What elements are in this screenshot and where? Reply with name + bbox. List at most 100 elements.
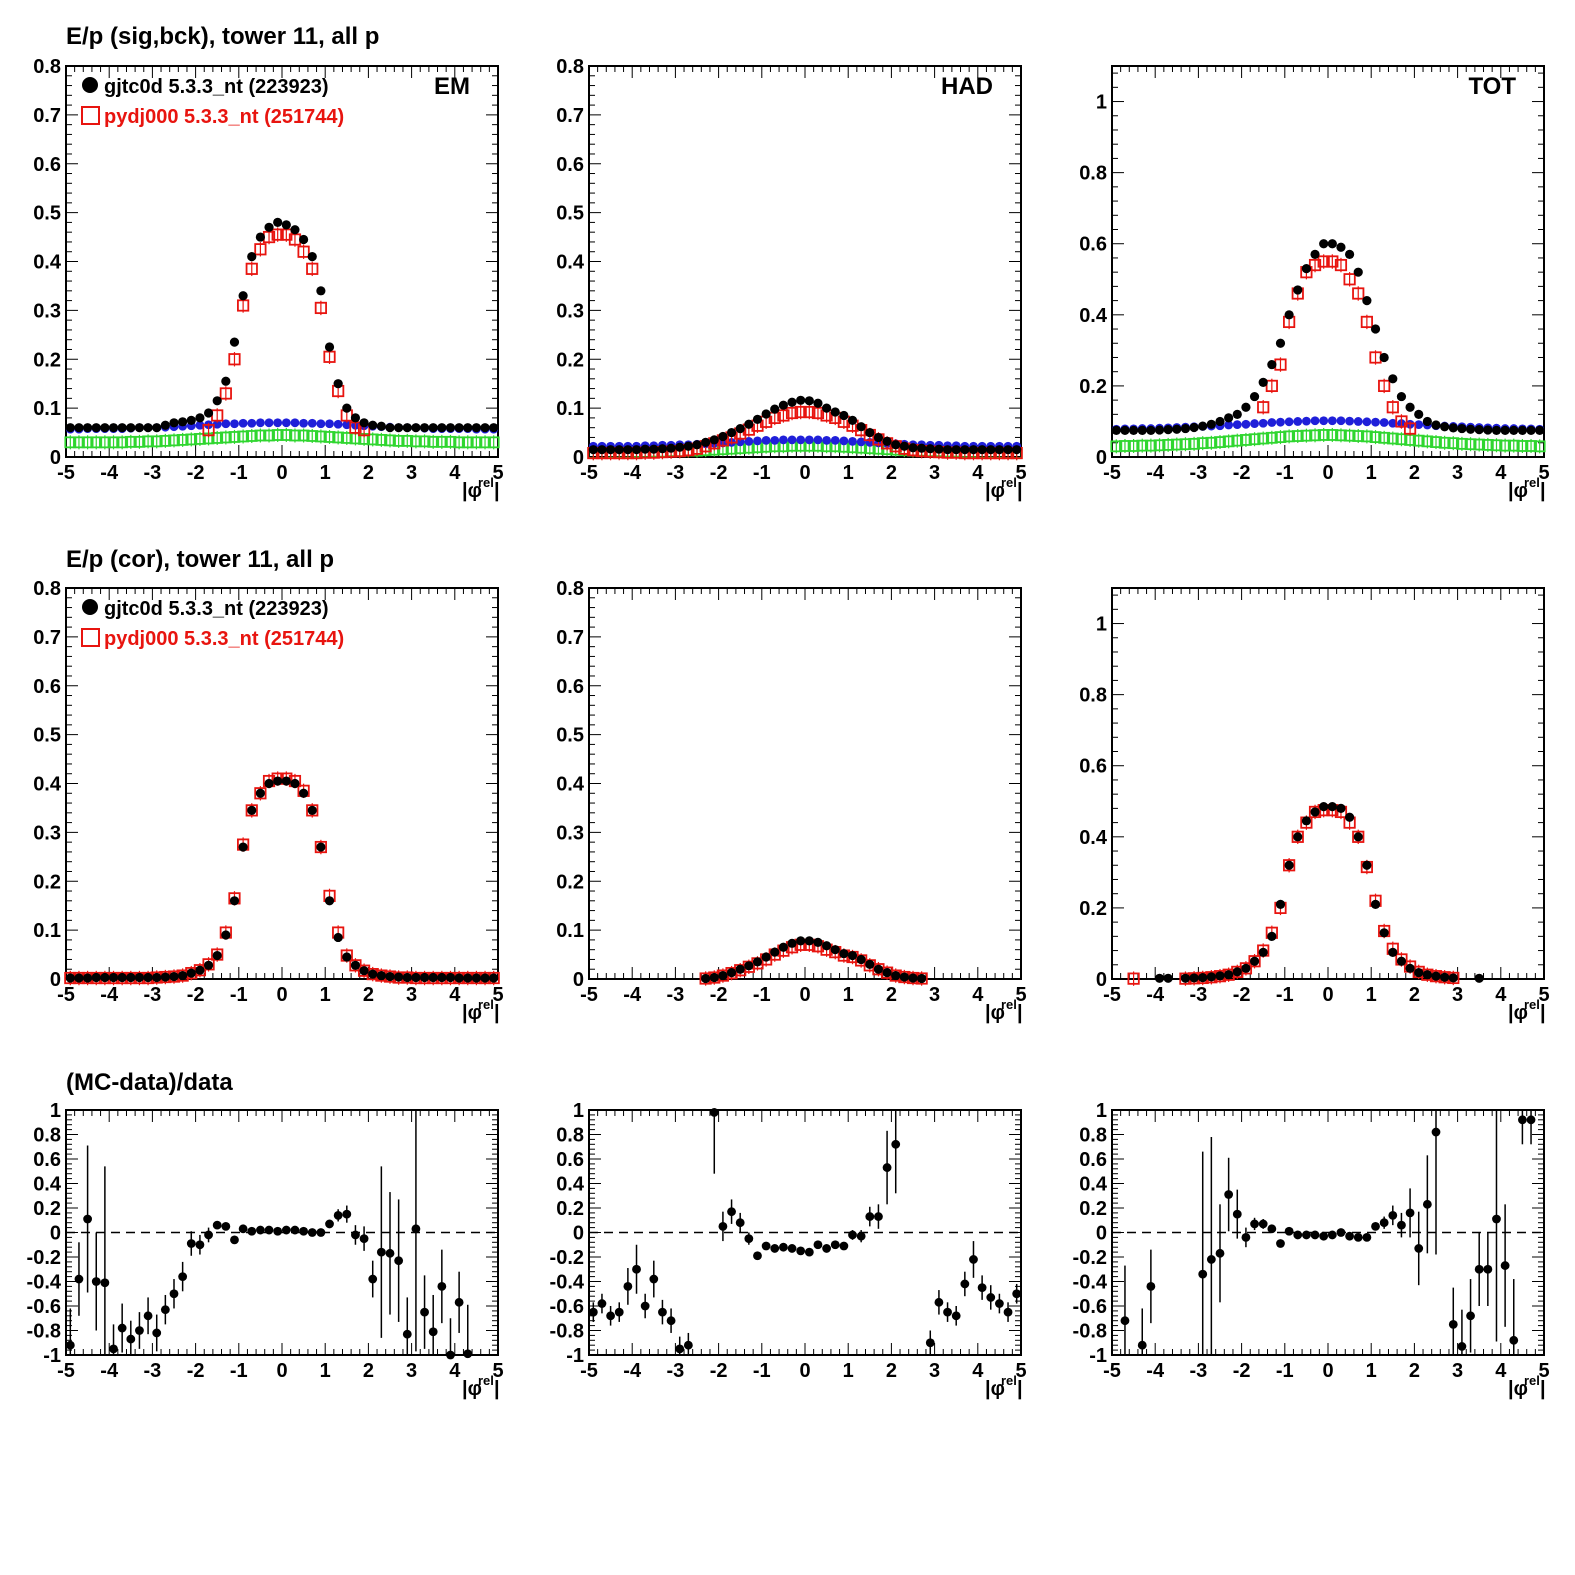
data-point	[1483, 1264, 1493, 1274]
x-axis-label-sup: rel	[478, 1373, 494, 1388]
y-tick-label: -0.8	[1073, 1321, 1107, 1343]
y-tick-label: 1	[50, 1100, 61, 1122]
y-tick-label: -1	[566, 1345, 584, 1367]
mc-point	[323, 431, 336, 443]
x-tick-label: 5	[1015, 462, 1026, 484]
data-point	[91, 423, 101, 433]
y-tick-label: 0.6	[556, 676, 584, 698]
series-bck_mc	[64, 428, 500, 450]
data-point	[212, 1220, 222, 1230]
mc-point	[1308, 805, 1322, 819]
x-tick-label: -5	[57, 462, 75, 484]
data-point	[1422, 970, 1432, 980]
data-point	[1276, 1239, 1285, 1248]
data-point	[203, 408, 214, 418]
x-tick-label: -2	[710, 984, 728, 1006]
data-point	[1327, 416, 1337, 426]
data-point	[752, 414, 763, 424]
mc-point	[1525, 440, 1537, 452]
data-point	[65, 973, 75, 983]
data-point	[761, 1241, 771, 1251]
data-point	[787, 1244, 797, 1253]
data-point	[796, 936, 806, 946]
data-point	[744, 419, 754, 429]
mc-point	[1309, 429, 1321, 442]
data-point	[195, 413, 205, 423]
data-point	[376, 970, 386, 981]
mc-point	[418, 435, 431, 448]
data-point	[1284, 1226, 1294, 1236]
data-point	[848, 436, 857, 446]
data-point	[238, 1224, 248, 1234]
data-point	[744, 436, 754, 446]
x-axis-label-close: |	[1540, 1378, 1546, 1400]
panel-r2c2: -5 -4 -3 -2 -1 0 1 2 3 4 5-1-0.8-0.6-0.4-0.200.20.…	[1073, 1100, 1550, 1400]
data-point	[307, 805, 317, 815]
data-point	[1241, 419, 1251, 429]
data-point	[229, 337, 240, 347]
data-point	[986, 445, 996, 455]
data-point	[1206, 1255, 1216, 1264]
data-point	[74, 423, 84, 433]
data-point	[925, 1338, 935, 1348]
mc-point	[1283, 859, 1296, 872]
y-tick-label: -1	[1089, 1345, 1107, 1367]
data-point	[1163, 425, 1173, 435]
mc-point	[1352, 287, 1365, 300]
y-tick-label: 0.4	[556, 252, 585, 274]
data-point	[1379, 1218, 1389, 1228]
data-point	[299, 234, 309, 245]
x-tick-label: 3	[406, 984, 417, 1006]
y-tick-label: -0.6	[27, 1296, 61, 1318]
data-point	[614, 445, 624, 455]
x-axis-label: |φ	[1508, 480, 1528, 502]
mc-point	[1352, 830, 1365, 843]
x-tick-label: 0	[1322, 984, 1333, 1006]
data-point	[908, 973, 918, 983]
data-point	[195, 965, 205, 975]
data-point	[91, 1277, 101, 1286]
data-point	[917, 443, 927, 453]
data-point	[1276, 417, 1285, 427]
data-point	[402, 972, 412, 983]
data-point	[229, 896, 240, 906]
data-point	[649, 444, 659, 454]
mc-point	[245, 804, 258, 817]
data-point	[212, 419, 222, 429]
data-point	[1336, 1228, 1346, 1237]
data-point	[428, 1327, 438, 1337]
data-point	[264, 222, 274, 232]
mc-point	[306, 262, 319, 275]
x-tick-label: -3	[1190, 462, 1208, 484]
y-tick-label: 1	[1096, 1100, 1107, 1122]
y-tick-label: -0.8	[550, 1321, 584, 1343]
data-point	[1111, 425, 1121, 435]
data-point	[683, 441, 693, 451]
data-point	[385, 423, 395, 433]
mc-point	[1438, 436, 1451, 449]
mc-point	[1360, 430, 1373, 443]
data-point	[891, 1139, 901, 1149]
data-point	[100, 972, 110, 983]
mc-point	[1343, 429, 1356, 442]
data-point	[839, 1241, 849, 1251]
data-point	[1163, 973, 1173, 983]
data-point	[143, 423, 153, 433]
x-tick-label: 4	[1495, 462, 1507, 484]
x-tick-label: 1	[1366, 462, 1377, 484]
data-point	[290, 778, 300, 789]
data-point	[822, 1244, 831, 1253]
y-tick-label: 0.1	[33, 398, 61, 420]
data-point	[761, 952, 771, 962]
mc-point	[211, 432, 224, 444]
x-tick-label: -5	[1103, 1360, 1121, 1382]
mc-point	[194, 433, 206, 445]
data-point	[977, 445, 987, 455]
data-point	[1526, 425, 1536, 435]
mc-point	[280, 429, 293, 441]
y-tick-label: 0	[50, 969, 61, 991]
data-point	[1319, 416, 1329, 426]
y-tick-label: 1	[1096, 614, 1107, 636]
data-point	[830, 435, 840, 445]
mc-point	[470, 436, 483, 449]
